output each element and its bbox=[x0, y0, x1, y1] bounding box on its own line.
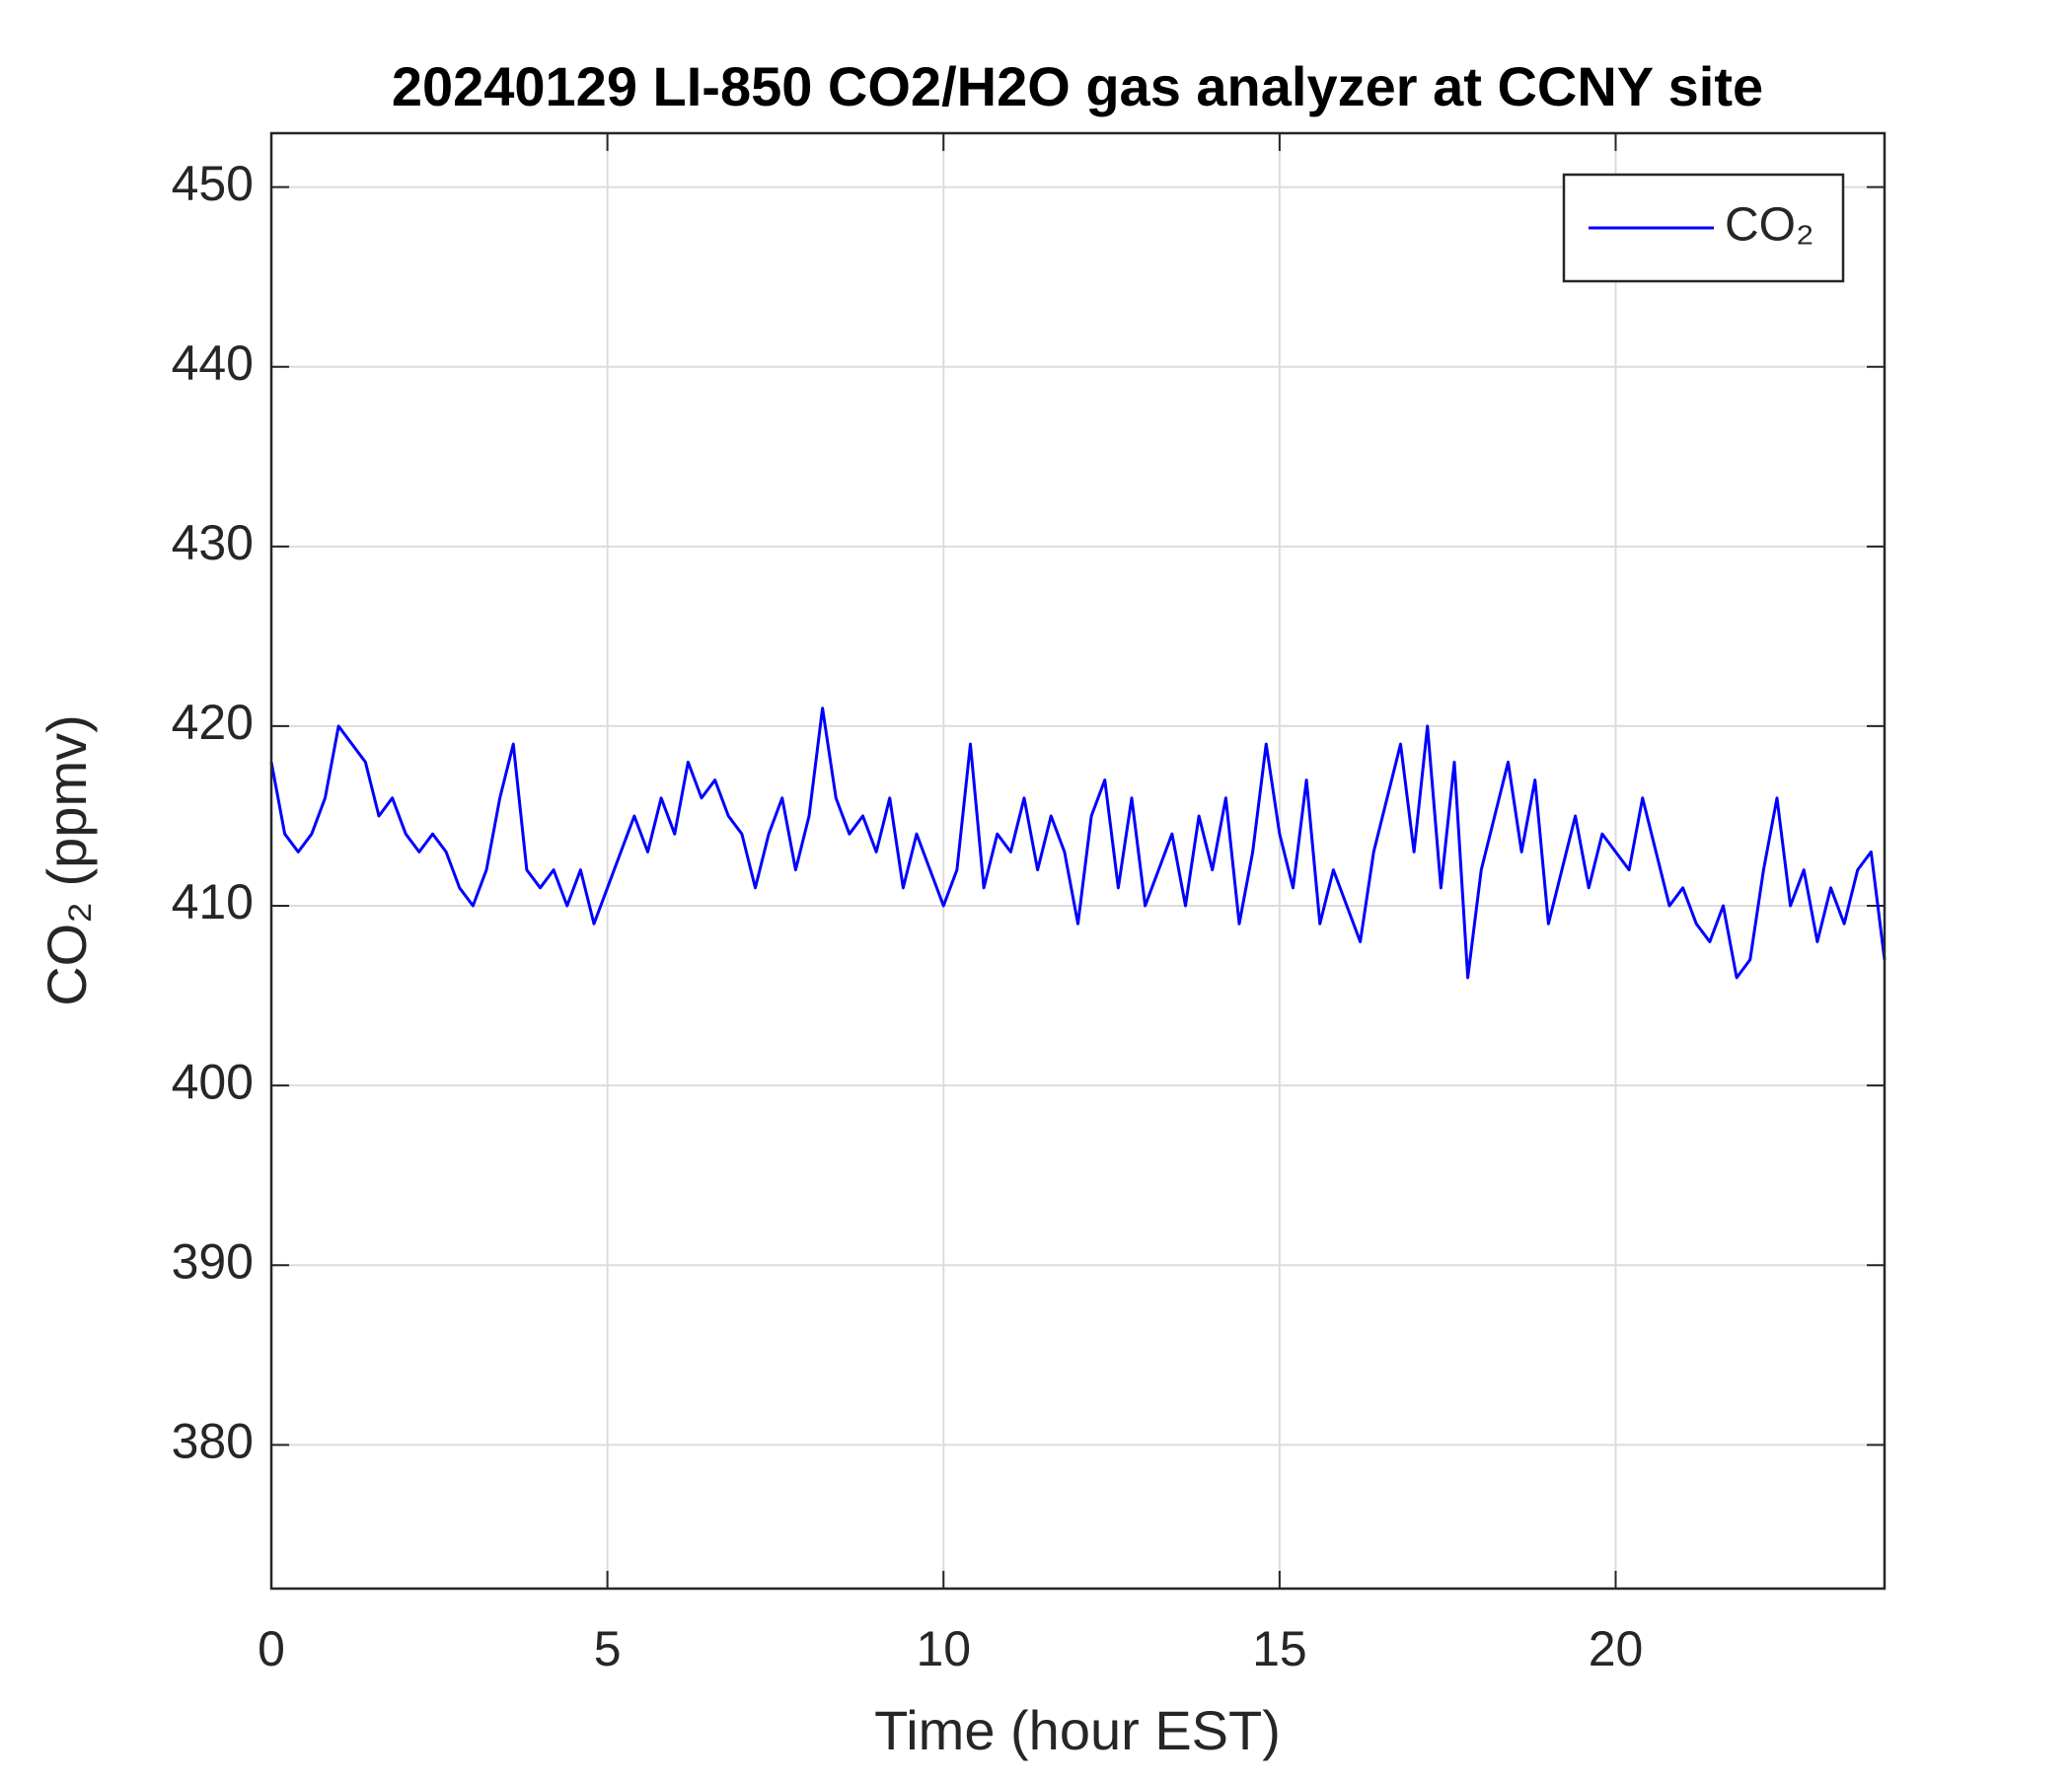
y-tick-label: 450 bbox=[172, 156, 254, 211]
x-tick-label: 10 bbox=[916, 1621, 971, 1676]
y-tick-label: 420 bbox=[172, 695, 254, 750]
y-tick-label: 380 bbox=[172, 1414, 254, 1469]
legend-label: CO₂ bbox=[1725, 199, 1814, 252]
x-axis-label: Time (hour EST) bbox=[874, 1699, 1281, 1761]
y-axis-label: CO₂ (ppmv) bbox=[36, 714, 98, 1006]
y-tick-label: 400 bbox=[172, 1054, 254, 1109]
y-tick-label: 430 bbox=[172, 515, 254, 570]
x-tick-label: 20 bbox=[1589, 1621, 1644, 1676]
plot-frame bbox=[269, 131, 1887, 1591]
y-tick-label: 410 bbox=[172, 874, 254, 929]
y-tick-label: 390 bbox=[172, 1233, 254, 1289]
x-tick-label: 15 bbox=[1252, 1621, 1307, 1676]
x-tick-label: 0 bbox=[258, 1621, 285, 1676]
chart-title: 20240129 LI-850 CO2/H2O gas analyzer at … bbox=[392, 55, 1763, 117]
data-line bbox=[269, 706, 1887, 980]
x-tick-label: 5 bbox=[594, 1621, 622, 1676]
y-tick-label: 440 bbox=[172, 335, 254, 391]
